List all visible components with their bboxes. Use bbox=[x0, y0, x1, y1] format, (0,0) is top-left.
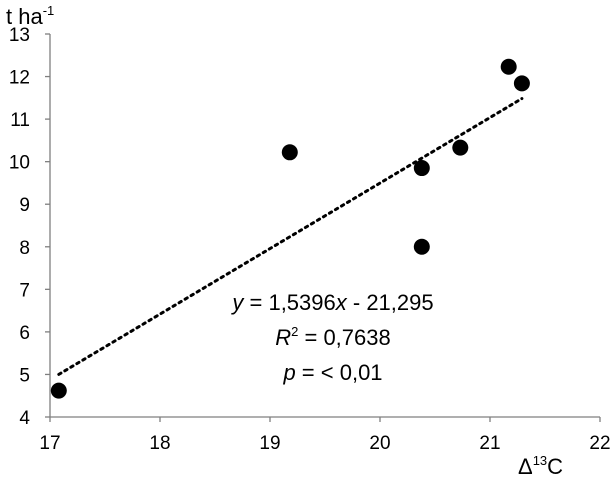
x-ticks: 17 18 19 20 21 22 bbox=[39, 417, 611, 454]
y-tick-label: 12 bbox=[9, 68, 30, 89]
x-tick-label: 17 bbox=[39, 433, 60, 454]
x-tick-label: 18 bbox=[149, 433, 170, 454]
data-points bbox=[50, 58, 530, 399]
x-tick-label: 19 bbox=[259, 433, 280, 454]
y-axis: 4 5 6 7 8 9 10 11 12 13 bbox=[9, 25, 51, 429]
data-point bbox=[413, 160, 430, 177]
r-squared-label: R2 = 0,7638 bbox=[275, 324, 391, 350]
trendline bbox=[57, 97, 524, 376]
data-point bbox=[452, 139, 469, 156]
regression-annotation: y = 1,5396x - 21,295 R2 = 0,7638 p = < 0… bbox=[230, 290, 433, 385]
data-point bbox=[500, 58, 517, 75]
y-tick-label: 13 bbox=[9, 25, 30, 46]
regression-equation: y = 1,5396x - 21,295 bbox=[230, 290, 433, 315]
x-axis: 17 18 19 20 21 22 bbox=[39, 416, 611, 454]
x-tick-label: 20 bbox=[369, 433, 390, 454]
data-point bbox=[50, 382, 67, 399]
y-axis-title: t ha-1 bbox=[6, 3, 54, 29]
x-tick-label: 22 bbox=[589, 433, 610, 454]
y-tick-label: 7 bbox=[19, 280, 30, 301]
y-tick-label: 5 bbox=[19, 365, 30, 386]
data-point bbox=[413, 238, 430, 255]
y-tick-label: 9 bbox=[19, 195, 30, 216]
y-ticks: 4 5 6 7 8 9 10 11 12 13 bbox=[9, 25, 50, 429]
y-tick-label: 6 bbox=[19, 323, 30, 344]
data-point bbox=[281, 144, 298, 161]
x-axis-title: Δ13C bbox=[518, 453, 563, 479]
y-tick-label: 10 bbox=[9, 153, 30, 174]
y-tick-label: 8 bbox=[19, 238, 30, 259]
y-tick-label: 4 bbox=[19, 408, 30, 429]
data-point bbox=[513, 75, 530, 92]
y-tick-label: 11 bbox=[10, 110, 30, 131]
x-tick-label: 21 bbox=[479, 433, 500, 454]
p-value-label: p = < 0,01 bbox=[282, 360, 382, 385]
